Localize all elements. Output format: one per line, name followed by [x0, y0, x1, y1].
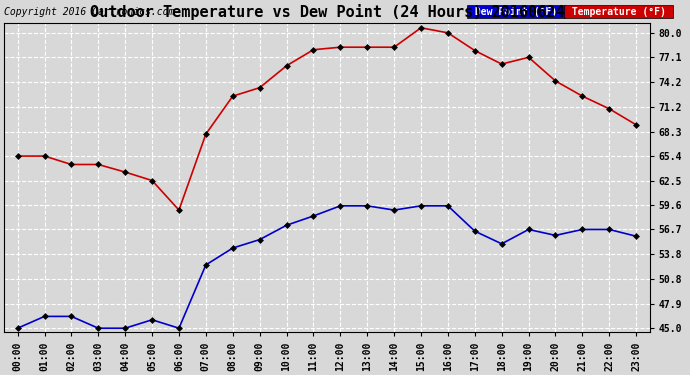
Text: Dew Point (°F): Dew Point (°F): [469, 6, 563, 16]
Text: Temperature (°F): Temperature (°F): [566, 6, 671, 16]
Title: Outdoor Temperature vs Dew Point (24 Hours) 20160624: Outdoor Temperature vs Dew Point (24 Hou…: [90, 4, 564, 20]
Text: Copyright 2016 Cartronics.com: Copyright 2016 Cartronics.com: [4, 6, 175, 16]
